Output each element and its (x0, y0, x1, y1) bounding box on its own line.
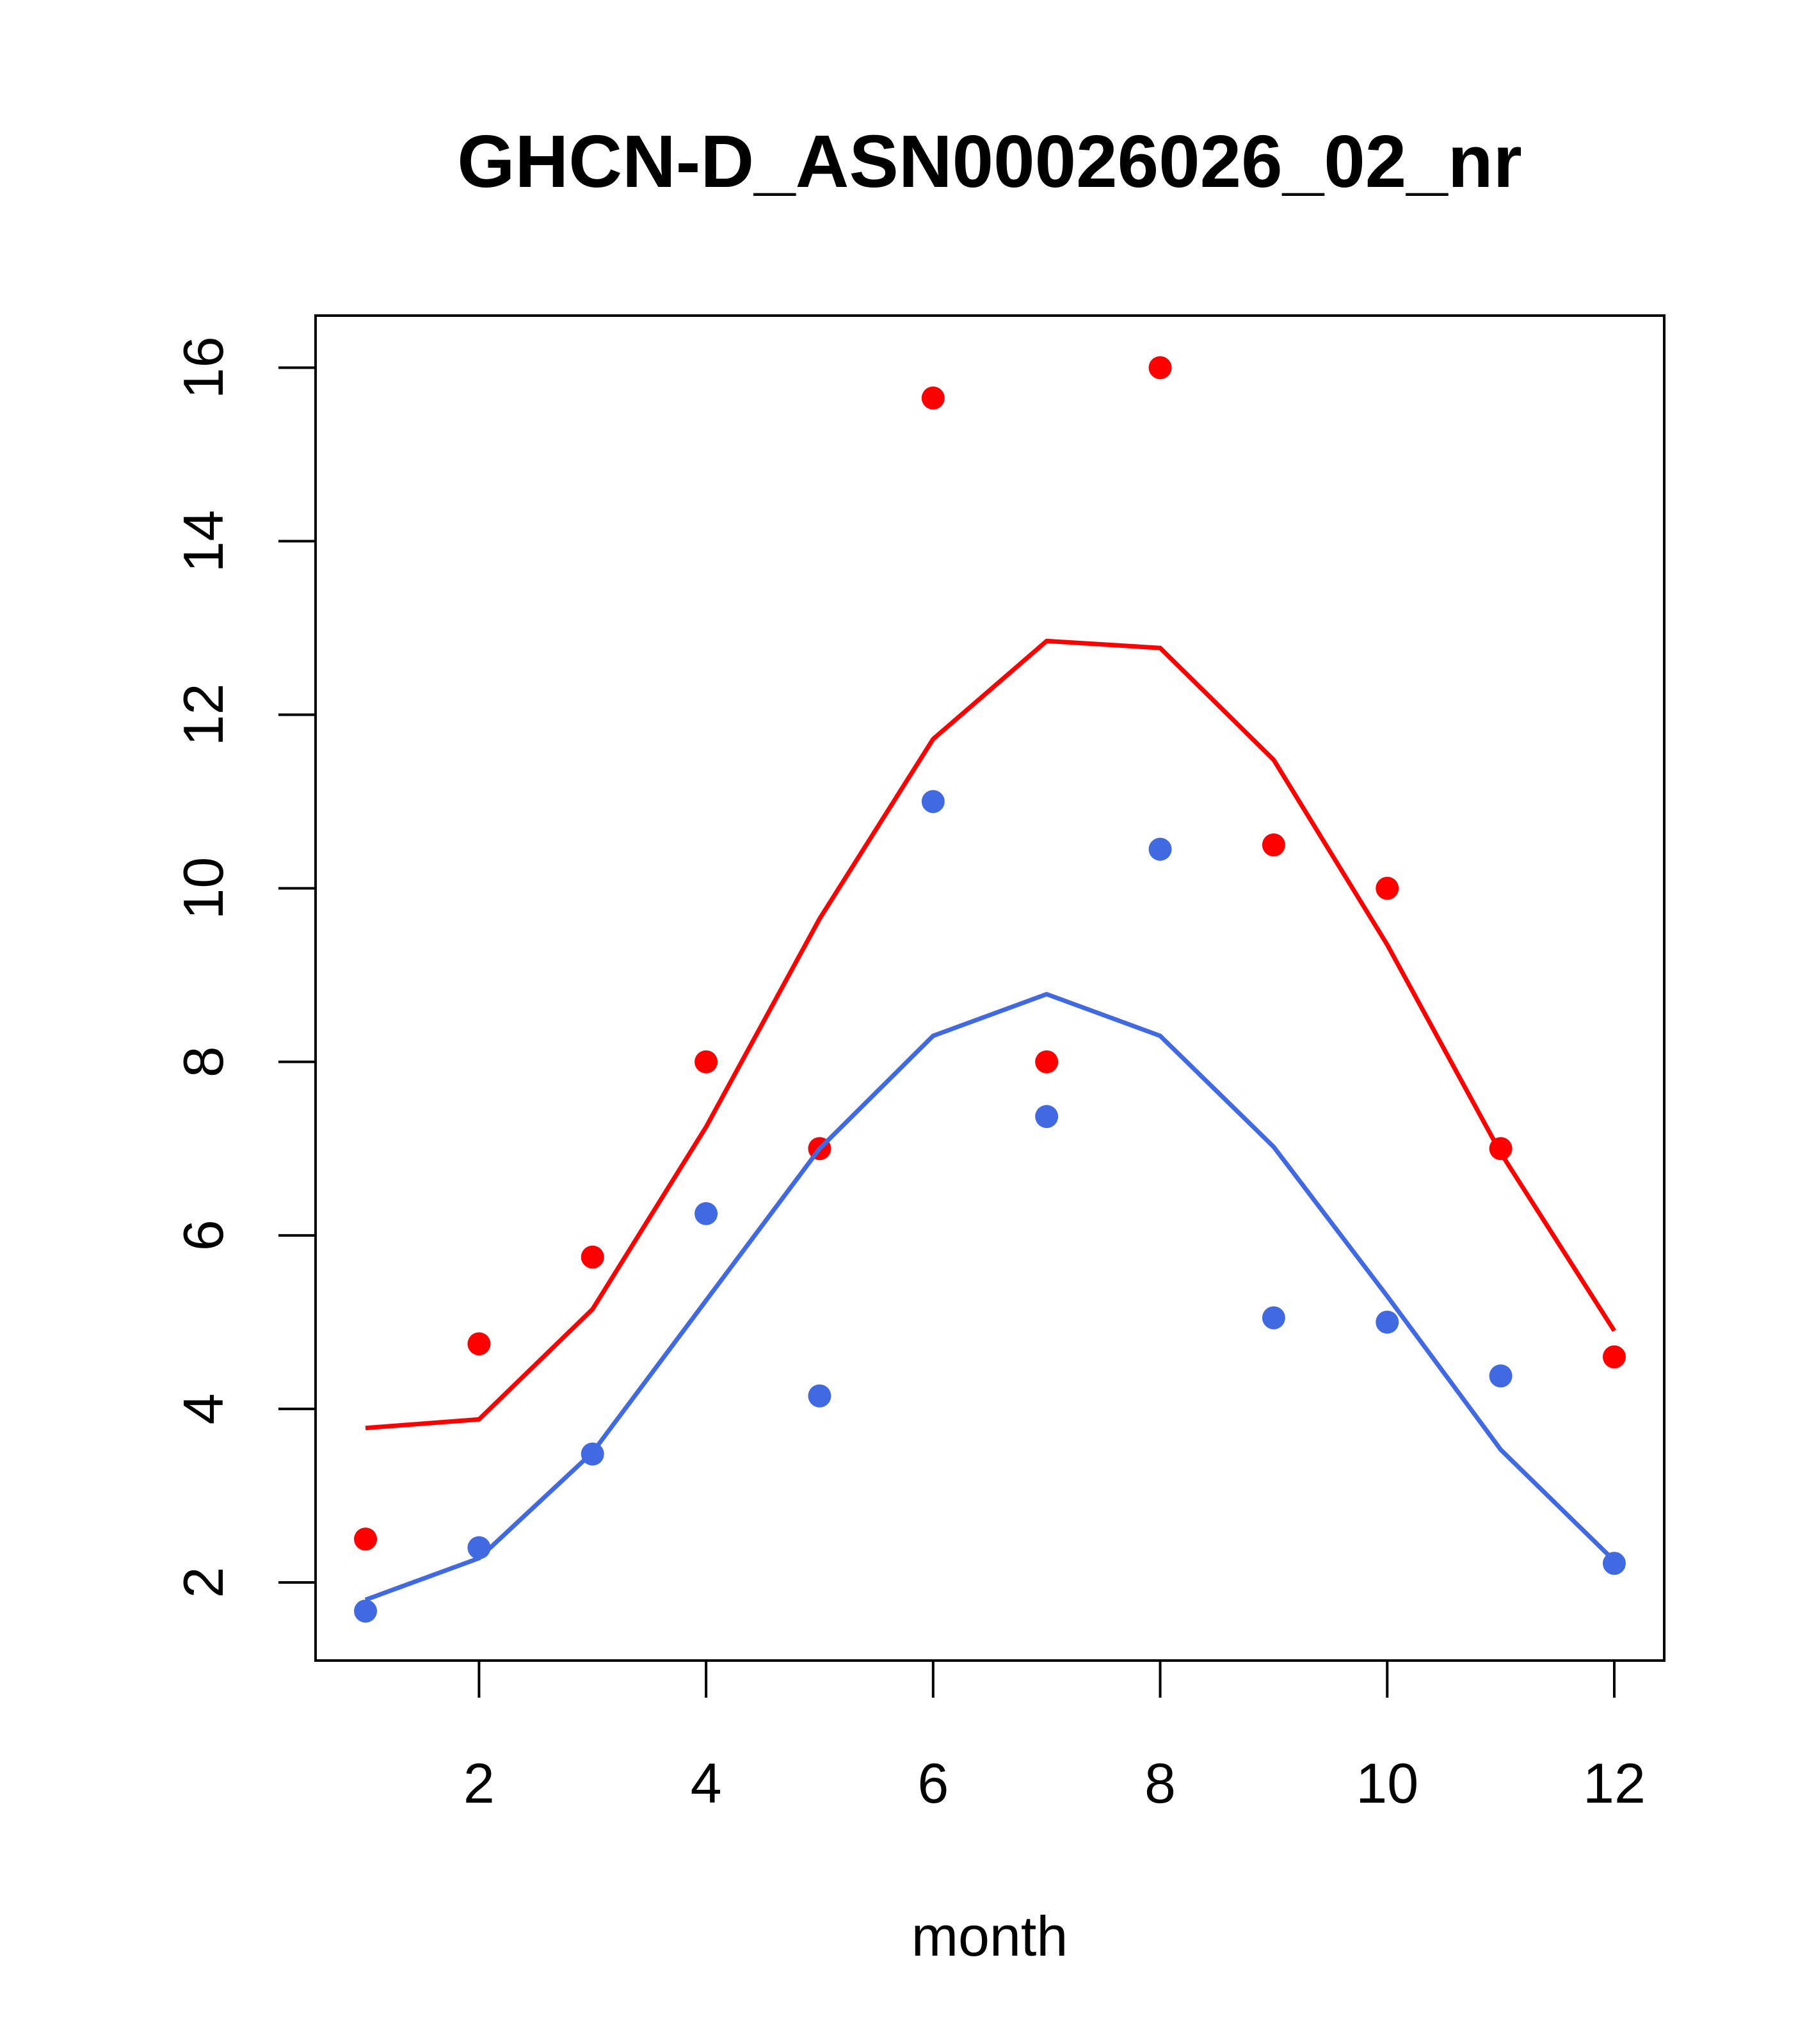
x-tick-label: 2 (463, 1751, 495, 1815)
plot-frame (314, 314, 1666, 1662)
series-1-point (1035, 1050, 1059, 1074)
y-tick-label: 2 (172, 1567, 235, 1598)
y-tick-label: 16 (172, 336, 235, 399)
x-tick-label: 12 (1583, 1751, 1646, 1815)
series-2-point (1148, 837, 1172, 861)
series-1-line (365, 638, 1616, 1431)
series-1-point (467, 1332, 491, 1356)
y-tick-label: 14 (172, 510, 235, 572)
x-tick-label: 4 (691, 1751, 722, 1815)
x-tick-label: 6 (917, 1751, 949, 1815)
series-layer (354, 356, 1626, 1623)
series-2-point (581, 1442, 604, 1466)
series-2-point (354, 1599, 378, 1623)
y-axis: 2 4 6 8 10 12 14 16 (172, 336, 316, 1598)
series-2-point (1035, 1105, 1059, 1129)
x-axis-label: month (911, 1904, 1068, 1968)
series-1-point (1376, 876, 1399, 900)
series-1-point (694, 1050, 718, 1074)
series-2-point (1489, 1364, 1513, 1388)
series-2-point (1262, 1306, 1285, 1330)
series-2-point (921, 790, 945, 814)
series-2 (354, 790, 1626, 1623)
x-tick-label: 8 (1144, 1751, 1176, 1815)
x-axis: 2 4 6 8 10 12 (463, 1661, 1646, 1815)
y-tick-label: 12 (172, 684, 235, 746)
series-2-line (364, 992, 1616, 1602)
series-1-point (1489, 1137, 1513, 1161)
series-1-point (1602, 1345, 1626, 1369)
series-1-point (354, 1527, 378, 1551)
series-2-point (808, 1384, 831, 1408)
series-2-point (1376, 1310, 1399, 1334)
y-tick-label: 6 (172, 1219, 235, 1251)
series-2-point (694, 1202, 718, 1225)
series-1-point (581, 1245, 604, 1269)
series-1-point (1262, 833, 1285, 857)
x-tick-label: 10 (1356, 1751, 1418, 1815)
y-tick-label: 8 (172, 1046, 235, 1077)
chart-title: GHCN-D_ASN00026026_02_nr (457, 120, 1522, 203)
series-2-point (467, 1536, 491, 1559)
series-1-point (921, 386, 945, 410)
y-tick-label: 4 (172, 1393, 235, 1424)
series-2-point (1602, 1552, 1626, 1575)
series-1-point (1148, 356, 1172, 380)
y-tick-label: 10 (172, 857, 235, 920)
series-1 (354, 356, 1626, 1551)
